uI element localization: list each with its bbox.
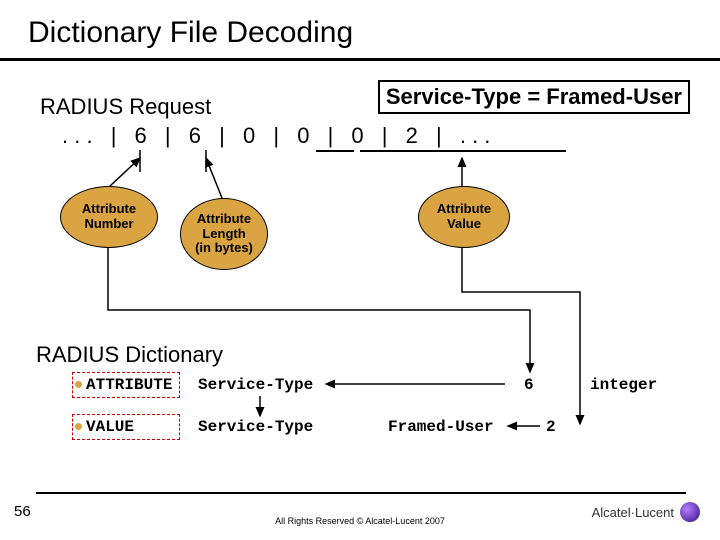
brand-logo: Alcatel·Lucent	[592, 502, 700, 522]
dict-framed-user: Framed-User	[388, 418, 494, 436]
byte-1: 6	[135, 123, 147, 148]
byte-3: 0	[243, 123, 255, 148]
underline-value-bytes	[360, 150, 566, 152]
dict-service-type-1: Service-Type	[198, 376, 313, 394]
byte-sep: |	[165, 123, 171, 148]
byte-sep: |	[273, 123, 279, 148]
footer-line	[36, 492, 686, 494]
byte-row: . . . | 6 | 6 | 0 | 0 | 0 | 2 | . . .	[58, 123, 494, 149]
byte-sep: |	[382, 123, 388, 148]
oval-attribute-value: Attribute Value	[418, 186, 510, 248]
oval-attribute-number: Attribute Number	[60, 186, 158, 248]
slide-title: Dictionary File Decoding	[28, 16, 353, 50]
dict-service-type-2: Service-Type	[198, 418, 313, 436]
bytes-trailing: . . .	[460, 123, 491, 148]
radius-dictionary-label: RADIUS Dictionary	[36, 342, 223, 368]
byte-sep: |	[436, 123, 442, 148]
oval-attribute-length: Attribute Length (in bytes)	[180, 198, 268, 270]
keyword-attribute: ATTRIBUTE	[86, 376, 172, 394]
brand-orb-icon	[680, 502, 700, 522]
oval-line: Number	[84, 217, 133, 232]
oval-line: Attribute	[437, 202, 491, 217]
bytes-leading: . . .	[62, 123, 93, 148]
bullet-icon	[75, 423, 82, 430]
radius-request-label: RADIUS Request	[40, 94, 211, 120]
byte-5: 0	[351, 123, 363, 148]
byte-6: 2	[406, 123, 418, 148]
title-underline	[0, 58, 720, 61]
service-type-banner: Service-Type = Framed-User	[378, 80, 690, 114]
brand-text: Alcatel·Lucent	[592, 505, 674, 520]
oval-line: Length	[202, 227, 245, 242]
underline-byte0	[316, 150, 354, 152]
dict-six: 6	[524, 376, 534, 394]
byte-sep: |	[219, 123, 225, 148]
keyword-value: VALUE	[86, 418, 134, 436]
dict-integer: integer	[590, 376, 657, 394]
byte-2: 6	[189, 123, 201, 148]
byte-sep: |	[111, 123, 117, 148]
oval-line: Attribute	[82, 202, 136, 217]
oval-line: Attribute	[197, 212, 251, 227]
oval-line: (in bytes)	[195, 241, 253, 256]
bullet-icon	[75, 381, 82, 388]
dict-two: 2	[546, 418, 556, 436]
byte-4: 0	[297, 123, 309, 148]
oval-line: Value	[447, 217, 481, 232]
byte-sep: |	[328, 123, 334, 148]
